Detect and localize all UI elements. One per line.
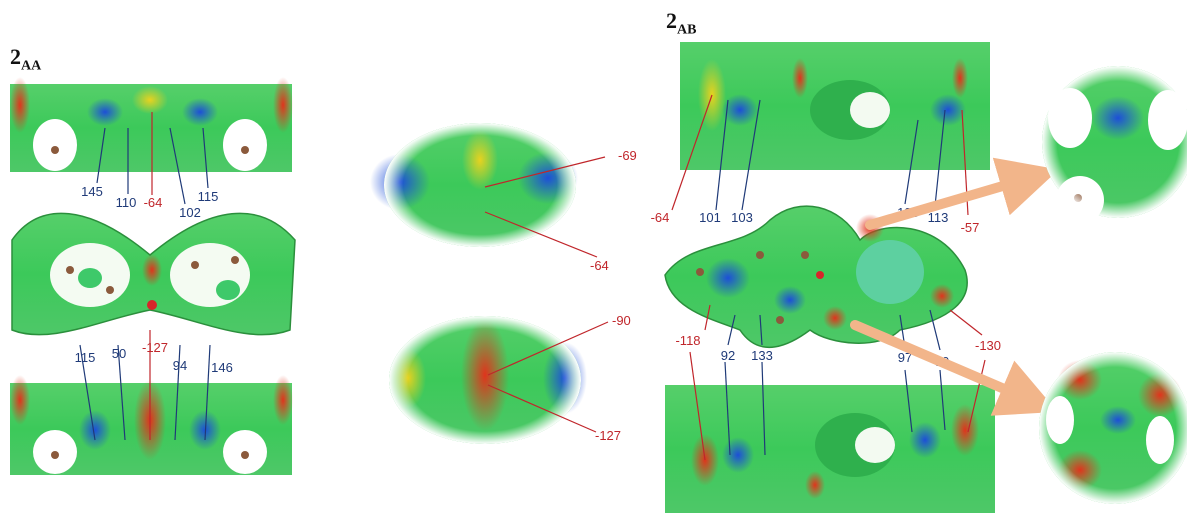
ab-label-minus64: -64 [651, 210, 670, 225]
ab-label-minus118: -118 [675, 333, 700, 348]
title-2ab-sub: AB [677, 22, 697, 38]
arrow-lower [850, 320, 1058, 416]
aa-label-minus127: -127 [142, 340, 168, 355]
title-2aa-sub: AA [21, 58, 42, 74]
aa-middle-molecule [11, 212, 296, 336]
zoom-label-minus127: -127 [595, 428, 621, 443]
aa-bottom-labels: 115 50 -127 94 146 [75, 340, 233, 375]
aa-connector-lines [79, 112, 211, 441]
zoom-connector-lines [484, 156, 609, 433]
aa-label-115-top: 115 [198, 189, 219, 204]
ab-middle-molecule [664, 205, 968, 349]
ab-label-103: 103 [731, 210, 753, 225]
ab-bottom-stack [665, 385, 995, 513]
aa-label-146: 146 [211, 360, 233, 375]
arrow-upper [865, 157, 1059, 230]
ab-label-92: 92 [721, 348, 735, 363]
aa-label-102: 102 [179, 205, 201, 220]
zoom-labels: -69 -64 -90 -127 [590, 148, 637, 443]
aa-top-labels: 145 110 -64 102 115 [81, 184, 218, 220]
ab-top-stack [680, 42, 990, 170]
title-2ab-main: 2 [666, 8, 677, 33]
aa-label-145: 145 [81, 184, 103, 199]
title-2aa-main: 2 [10, 44, 21, 69]
ab-label-133: 133 [751, 348, 773, 363]
ab-zoom-arrows [850, 157, 1059, 416]
panel-title-2ab: 2AB [666, 8, 696, 38]
zoom-ellipse-upper [370, 123, 578, 247]
aa-bottom-stack [10, 375, 293, 475]
ab-label-113: 113 [928, 210, 949, 225]
aa-label-115-bottom: 115 [75, 350, 96, 365]
zoom-ellipse-lower [389, 316, 587, 444]
aa-label-minus64: -64 [144, 195, 163, 210]
panel-title-2aa: 2AA [10, 44, 41, 74]
zoom-label-minus69: -69 [618, 148, 637, 163]
zoom-label-minus64: -64 [590, 258, 609, 273]
aa-label-110: 110 [116, 195, 137, 210]
ab-lower-labels: -118 92 133 97 50 -130 [675, 333, 1001, 369]
zoom-label-minus90: -90 [612, 313, 631, 328]
ab-label-minus57: -57 [961, 220, 980, 235]
aa-label-50: 50 [112, 346, 126, 361]
zoom-circle-lower [1039, 352, 1187, 504]
ab-label-minus130: -130 [975, 338, 1001, 353]
aa-top-stack [10, 77, 293, 172]
ab-label-101: 101 [699, 210, 721, 225]
ab-label-97: 97 [898, 350, 912, 365]
aa-label-94: 94 [173, 358, 187, 373]
zoom-circle-upper [1042, 66, 1187, 224]
